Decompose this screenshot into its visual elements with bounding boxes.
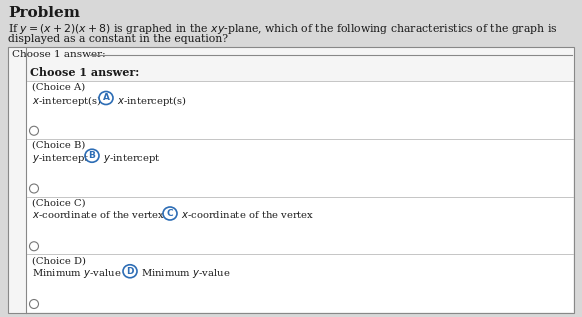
Text: (Choice D): (Choice D) bbox=[32, 256, 86, 265]
Text: $x$-intercept(s): $x$-intercept(s) bbox=[32, 94, 102, 108]
FancyBboxPatch shape bbox=[27, 81, 573, 139]
Text: $y$-intercept: $y$-intercept bbox=[32, 152, 90, 165]
Text: A: A bbox=[102, 94, 109, 102]
Text: D: D bbox=[126, 267, 134, 276]
Text: B: B bbox=[88, 151, 95, 160]
Text: Choose 1 answer:: Choose 1 answer: bbox=[30, 67, 139, 78]
Text: (Choice B): (Choice B) bbox=[32, 141, 86, 150]
Text: (Choice A): (Choice A) bbox=[32, 83, 85, 92]
FancyBboxPatch shape bbox=[27, 197, 573, 254]
Text: Minimum $y$-value: Minimum $y$-value bbox=[32, 267, 122, 280]
FancyBboxPatch shape bbox=[8, 47, 574, 313]
Text: $x$-coordinate of the vertex: $x$-coordinate of the vertex bbox=[181, 210, 314, 221]
Text: Minimum $y$-value: Minimum $y$-value bbox=[141, 267, 230, 280]
Text: If $y = (x+2)(x+8)$ is graphed in the $xy$-plane, which of the following charact: If $y = (x+2)(x+8)$ is graphed in the $x… bbox=[8, 22, 558, 36]
FancyBboxPatch shape bbox=[27, 254, 573, 312]
Text: $x$-coordinate of the vertex: $x$-coordinate of the vertex bbox=[32, 210, 165, 221]
Text: Choose 1 answer:: Choose 1 answer: bbox=[12, 50, 105, 59]
Text: C: C bbox=[166, 209, 173, 218]
Text: $y$-intercept: $y$-intercept bbox=[103, 152, 161, 165]
Text: (Choice C): (Choice C) bbox=[32, 198, 86, 208]
Text: displayed as a constant in the equation?: displayed as a constant in the equation? bbox=[8, 34, 228, 44]
Text: $x$-intercept(s): $x$-intercept(s) bbox=[117, 94, 187, 108]
FancyBboxPatch shape bbox=[27, 139, 573, 197]
Text: Problem: Problem bbox=[8, 6, 80, 20]
